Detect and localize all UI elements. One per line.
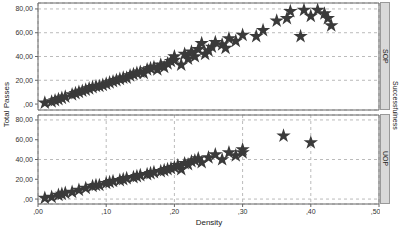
- svg-text:80,00: 80,00: [15, 116, 33, 123]
- html-text:Total Passes: Total Passes: [1, 82, 11, 128]
- svg-text:20,00: 20,00: [15, 77, 33, 84]
- svg-text:40,00: 40,00: [15, 156, 33, 163]
- html-text:Successfulness: Successfulness: [391, 80, 399, 130]
- svg-text:60,00: 60,00: [15, 136, 33, 143]
- html-text:UOP: UOP: [381, 151, 389, 167]
- html-text:SOP: SOP: [381, 48, 389, 64]
- svg-text:,00: ,00: [23, 196, 33, 203]
- svg-text:,10: ,10: [101, 208, 111, 215]
- svg-text:60,00: 60,00: [15, 29, 33, 36]
- svg-text:,40: ,40: [306, 208, 316, 215]
- svg-text:,30: ,30: [238, 208, 248, 215]
- svg-text:,00: ,00: [33, 208, 43, 215]
- svg-text:80,00: 80,00: [15, 5, 33, 12]
- html-text:Density: Density: [195, 218, 223, 227]
- svg-text:,20: ,20: [170, 208, 180, 215]
- svg-text:40,00: 40,00: [15, 53, 33, 60]
- svg-text:20,00: 20,00: [15, 176, 33, 183]
- svg-text:,50: ,50: [371, 208, 380, 215]
- svg-text:,00: ,00: [23, 101, 33, 108]
